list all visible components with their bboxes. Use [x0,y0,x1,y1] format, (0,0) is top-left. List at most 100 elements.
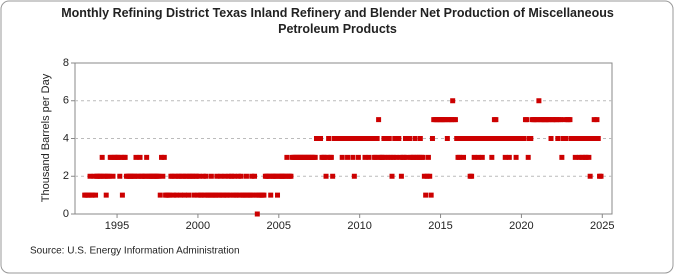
data-point [237,192,243,198]
data-point [318,136,324,141]
chart-title: Monthly Refining District Texas Inland R… [61,6,614,36]
data-point [586,154,592,160]
data-point [177,192,183,198]
data-point [156,173,162,179]
data-point [322,154,328,160]
data-point [381,136,387,141]
data-point [345,154,351,160]
data-point [102,173,108,179]
data-point [266,173,272,179]
y-tick-label: 2 [63,170,69,182]
data-point [191,192,197,198]
data-point [196,173,202,179]
data-point [242,192,248,198]
data-point [562,117,568,123]
data-point [547,117,553,123]
data-point [591,117,597,123]
data-point [575,136,581,141]
data-point [252,173,258,179]
data-point [355,154,361,160]
data-point [87,173,93,179]
data-point [225,192,231,198]
data-point [382,154,388,160]
data-point [594,117,600,123]
data-point [412,136,418,141]
data-point [199,192,205,198]
data-point [254,211,260,217]
data-point [416,154,422,160]
data-point [261,192,267,198]
data-point [401,154,407,160]
data-point [176,173,182,179]
data-point [365,136,371,141]
data-point [144,154,150,160]
y-tick-label: 4 [63,132,69,144]
data-point [98,173,104,179]
x-tick-label: 2010 [347,220,371,232]
data-point [525,154,531,160]
data-point [118,154,124,160]
data-point [194,173,200,179]
data-point [110,173,116,179]
data-point [386,136,392,141]
data-point [429,136,435,141]
data-point [283,173,289,179]
data-point [330,173,336,179]
data-point [427,173,433,179]
data-point [133,154,139,160]
data-point [459,136,465,141]
data-point [90,192,96,198]
data-point [452,117,458,123]
data-point [598,173,604,179]
data-point [220,192,226,198]
data-point [273,173,279,179]
data-point [583,154,589,160]
data-point [370,136,376,141]
data-point [506,154,512,160]
data-point [222,173,228,179]
data-point [578,136,584,141]
data-point [593,136,599,141]
data-point [389,173,395,179]
data-point [502,154,508,160]
data-point [362,154,368,160]
data-point [103,192,109,198]
data-point [182,192,188,198]
data-point [229,173,235,179]
data-point [93,192,99,198]
data-point [343,136,349,141]
data-point [421,173,427,179]
data-point [454,136,460,141]
data-point [428,192,434,198]
data-point [284,154,290,160]
data-point [339,154,345,160]
data-point [106,173,112,179]
data-point [384,136,390,141]
data-point [521,136,527,141]
data-point [513,154,519,160]
data-point [396,136,402,141]
x-tick-label: 2000 [186,220,210,232]
data-point [373,154,379,160]
data-point [461,154,467,160]
data-point [250,192,256,198]
data-point [548,136,554,141]
data-point [275,192,281,198]
data-point [555,136,561,141]
data-point [91,173,97,179]
x-tick-label: 2015 [428,220,452,232]
data-point [444,136,450,141]
data-point [323,173,329,179]
data-point [195,192,201,198]
data-point [390,154,396,160]
data-point [253,192,259,198]
data-point [469,173,475,179]
x-tick-label: 2020 [509,220,533,232]
data-point [474,136,480,141]
data-point [326,136,332,141]
data-point [161,154,167,160]
y-tick-label: 6 [63,95,69,107]
data-point [584,136,590,141]
data-point [392,136,398,141]
data-point [288,173,294,179]
